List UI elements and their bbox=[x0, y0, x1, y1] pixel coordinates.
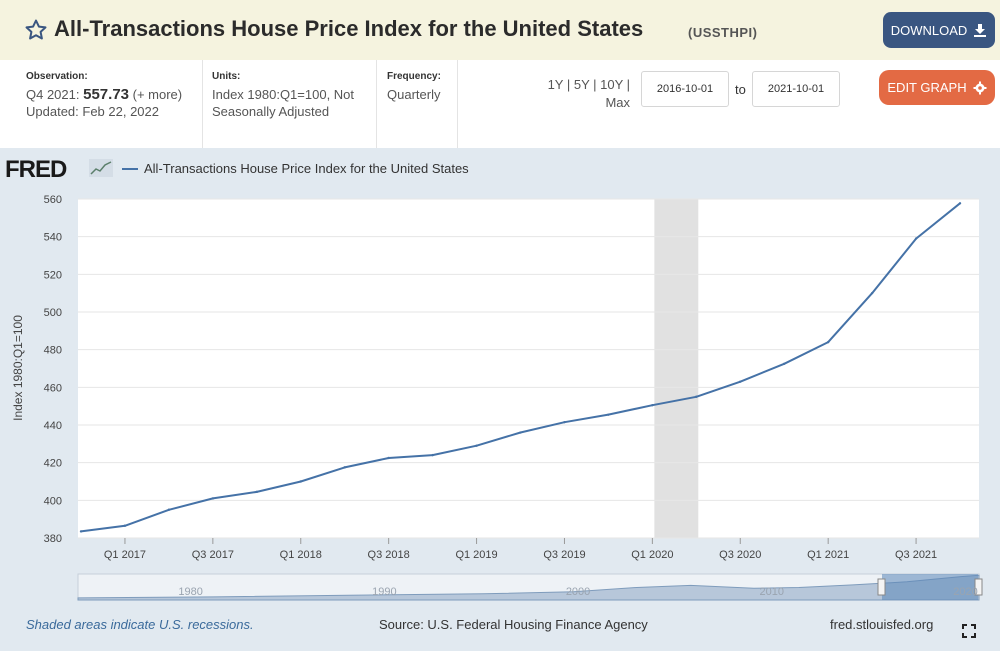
units-value: Index 1980:Q1=100, Not Seasonally Adjust… bbox=[212, 87, 355, 119]
data-point bbox=[167, 508, 171, 511]
y-tick-label: 520 bbox=[44, 269, 62, 281]
data-point bbox=[299, 480, 302, 483]
to-label: to bbox=[735, 82, 746, 97]
y-tick-label: 540 bbox=[44, 232, 62, 244]
data-point bbox=[123, 524, 127, 527]
source-text: Source: U.S. Federal Housing Finance Age… bbox=[379, 617, 648, 632]
download-icon bbox=[974, 24, 987, 37]
legend-swatch bbox=[122, 168, 138, 170]
fred-url[interactable]: fred.stlouisfed.org bbox=[830, 617, 934, 632]
data-point bbox=[79, 530, 83, 533]
units-block: Units: Index 1980:Q1=100, Not Seasonally… bbox=[212, 68, 372, 120]
data-point bbox=[914, 237, 918, 240]
data-point bbox=[826, 340, 830, 344]
x-tick-label: Q1 2020 bbox=[631, 549, 673, 561]
y-tick-label: 420 bbox=[44, 458, 62, 470]
grid-layer bbox=[78, 198, 979, 539]
data-point bbox=[431, 453, 434, 457]
data-point bbox=[695, 395, 698, 398]
x-tick-label: Q1 2018 bbox=[280, 549, 322, 561]
x-tick-label: Q1 2017 bbox=[104, 549, 146, 561]
series-layer bbox=[79, 202, 962, 533]
data-point bbox=[958, 202, 962, 205]
download-button[interactable]: DOWNLOAD bbox=[883, 12, 995, 48]
data-point bbox=[607, 413, 610, 416]
navigator-label: 2020 bbox=[953, 586, 977, 598]
frequency-label: Frequency: bbox=[387, 71, 441, 82]
y-tick-label: 560 bbox=[44, 194, 62, 206]
star-icon[interactable] bbox=[24, 18, 48, 42]
frequency-value: Quarterly bbox=[387, 87, 441, 102]
fred-logo: FRED bbox=[5, 156, 67, 183]
series-meta: Observation: Q4 2021: 557.73 (+ more) Up… bbox=[0, 60, 1000, 148]
data-point bbox=[211, 497, 215, 500]
data-point bbox=[563, 420, 566, 424]
x-tick-label: Q3 2017 bbox=[192, 549, 234, 561]
divider bbox=[376, 60, 377, 148]
fullscreen-icon[interactable] bbox=[962, 624, 976, 638]
x-tick-label: Q1 2019 bbox=[455, 549, 497, 561]
navigator-handle-left bbox=[877, 578, 886, 596]
y-tick-label: 460 bbox=[44, 382, 62, 394]
series-id: (USSTHPI) bbox=[688, 25, 758, 40]
data-point bbox=[870, 291, 874, 295]
data-point bbox=[475, 444, 478, 447]
x-tick-label: Q3 2021 bbox=[895, 549, 937, 561]
range-links[interactable]: 1Y | 5Y | 10Y | Max bbox=[547, 77, 630, 110]
y-tick-label: 440 bbox=[44, 420, 62, 432]
updated-date: Updated: Feb 22, 2022 bbox=[26, 104, 159, 119]
navigator-selection bbox=[882, 574, 978, 600]
data-point bbox=[783, 362, 786, 365]
data-point bbox=[343, 466, 346, 469]
end-date-input[interactable]: 2021-10-01 bbox=[752, 71, 840, 107]
divider bbox=[457, 60, 458, 148]
data-point bbox=[739, 380, 742, 383]
edit-graph-label: EDIT GRAPH bbox=[887, 80, 967, 95]
divider bbox=[202, 60, 203, 148]
recession-shade bbox=[654, 199, 699, 538]
y-axis: 380 400 420 440 460 480 500 520 540 560 bbox=[44, 194, 62, 545]
data-point bbox=[651, 404, 654, 407]
plot-area bbox=[78, 199, 979, 538]
data-point bbox=[387, 456, 390, 460]
navigator-label: 2000 bbox=[566, 586, 590, 598]
y-tick-label: 380 bbox=[44, 533, 62, 545]
legend-label: All-Transactions House Price Index for t… bbox=[144, 161, 469, 176]
navigator-label: 2010 bbox=[760, 586, 784, 598]
range-navigator[interactable]: 1980 1990 2000 2010 2020 bbox=[77, 573, 983, 601]
observation-value: 557.73 bbox=[83, 86, 130, 103]
start-date-input[interactable]: 2016-10-01 bbox=[641, 71, 729, 107]
x-tick-label: Q3 2018 bbox=[368, 549, 410, 561]
edit-graph-button[interactable]: EDIT GRAPH bbox=[879, 70, 995, 105]
data-point bbox=[519, 431, 522, 434]
y-axis-label: Index 1980:Q1=100 bbox=[11, 315, 25, 421]
units-label: Units: bbox=[212, 71, 241, 82]
x-tick-label: Q3 2020 bbox=[719, 549, 761, 561]
fred-graph-icon bbox=[89, 159, 113, 177]
x-tick-label: Q3 2019 bbox=[543, 549, 585, 561]
navigator-handle-right bbox=[974, 578, 983, 596]
download-label: DOWNLOAD bbox=[890, 22, 968, 38]
observation-period: Q4 2021: bbox=[26, 87, 80, 102]
navigator-label: 1990 bbox=[372, 586, 396, 598]
recession-layer bbox=[654, 199, 699, 538]
x-tick-label: Q1 2021 bbox=[807, 549, 849, 561]
observation-more-link[interactable]: (+ more) bbox=[132, 87, 183, 102]
title-bar: All-Transactions House Price Index for t… bbox=[0, 0, 1000, 60]
recession-note: Shaded areas indicate U.S. recessions. bbox=[26, 617, 254, 632]
x-axis: Q1 2017 Q3 2017 Q1 2018 Q3 2018 Q1 2019 Q3 20… bbox=[104, 538, 937, 561]
gear-icon bbox=[973, 81, 987, 94]
observation-block: Observation: Q4 2021: 557.73 (+ more) Up… bbox=[26, 68, 196, 120]
page-title: All-Transactions House Price Index for t… bbox=[54, 16, 644, 41]
y-tick-label: 480 bbox=[44, 345, 62, 357]
frequency-block: Frequency: Quarterly bbox=[387, 68, 457, 103]
observation-label: Observation: bbox=[26, 71, 88, 82]
y-tick-label: 500 bbox=[44, 307, 62, 319]
navigator-label: 1980 bbox=[178, 586, 202, 598]
data-point bbox=[255, 490, 259, 494]
y-tick-label: 400 bbox=[44, 495, 62, 507]
